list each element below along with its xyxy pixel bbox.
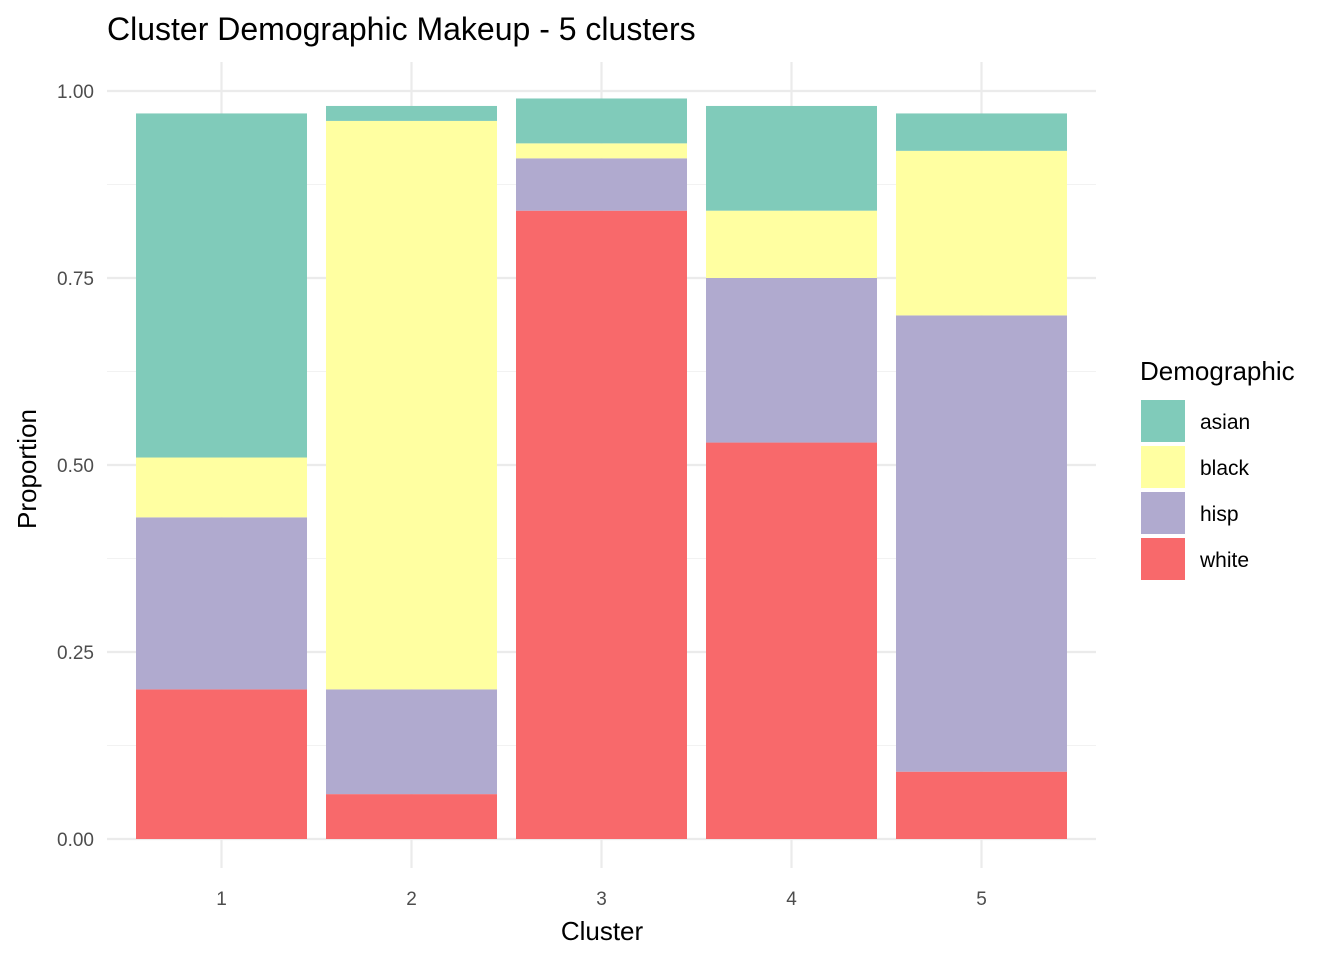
bar-segment-black — [326, 120, 497, 690]
legend-label-asian: asian — [1200, 411, 1250, 434]
x-tick-label: 1 — [216, 889, 227, 910]
x-axis-title: Cluster — [561, 916, 644, 946]
bar-segment-hisp — [326, 689, 497, 795]
y-tick-label: 0.25 — [57, 643, 94, 664]
y-tick-label: 1.00 — [57, 82, 94, 103]
bar-segment-white — [896, 771, 1067, 839]
x-tick-label: 4 — [786, 889, 797, 910]
bars — [136, 98, 1067, 839]
y-axis-title: Proportion — [12, 409, 42, 529]
y-tick-label: 0.50 — [57, 456, 94, 477]
bar-segment-asian — [706, 105, 877, 211]
legend-key-white — [1141, 538, 1185, 580]
legend: Demographic asian black hisp white — [1140, 356, 1295, 580]
bar-segment-asian — [896, 113, 1067, 151]
bar-segment-white — [326, 794, 497, 839]
legend-title: Demographic — [1140, 356, 1295, 386]
legend-label-white: white — [1199, 549, 1249, 572]
bar-segment-black — [136, 457, 307, 518]
bar-segment-black — [896, 150, 1067, 316]
legend-key-hisp — [1141, 492, 1185, 534]
bar-segment-black — [516, 143, 687, 159]
x-tick-label: 5 — [976, 889, 987, 910]
bar-segment-asian — [516, 98, 687, 144]
bar-segment-white — [706, 442, 877, 839]
bar-segment-asian — [136, 113, 307, 458]
y-tick-label: 0.00 — [57, 830, 94, 851]
bar-segment-hisp — [896, 315, 1067, 772]
bar-segment-asian — [326, 105, 497, 121]
bar-segment-hisp — [706, 278, 877, 443]
x-tick-label: 2 — [406, 889, 417, 910]
y-tick-label: 0.75 — [57, 269, 94, 290]
legend-key-asian — [1141, 400, 1185, 442]
bar-segment-hisp — [516, 158, 687, 211]
bar-segment-hisp — [136, 517, 307, 690]
legend-label-black: black — [1200, 457, 1250, 480]
legend-key-black — [1141, 446, 1185, 488]
bar-segment-white — [136, 689, 307, 839]
bar-segment-white — [516, 210, 687, 839]
bar-segment-black — [706, 210, 877, 278]
x-tick-label: 3 — [596, 889, 607, 910]
legend-label-hisp: hisp — [1200, 503, 1239, 526]
axes: 0.00 0.25 0.50 0.75 1.00 1 2 3 4 5 — [57, 82, 987, 910]
chart-title: Cluster Demographic Makeup - 5 clusters — [107, 11, 696, 47]
